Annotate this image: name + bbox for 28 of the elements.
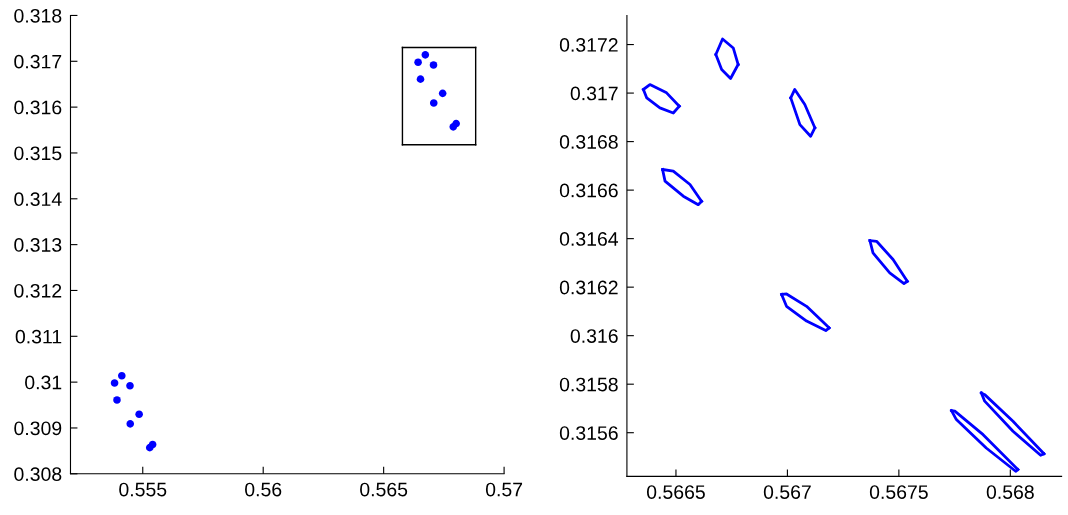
x-tick-label: 0.5675 [869,485,928,499]
y-tick-label: 0.312 [14,283,62,298]
x-tick-label: 0.565 [360,482,408,497]
y-tick-label: 0.311 [15,329,62,344]
y-tick-label: 0.3168 [559,135,618,149]
y-tick-label: 0.314 [14,192,62,207]
y-tick-label: 0.3164 [559,232,619,246]
y-tick-label: 0.31 [25,375,62,390]
y-tick-label: 0.3166 [559,183,618,198]
y-tick-label: 0.3156 [559,426,618,440]
x-tick-label: 0.56 [245,482,282,497]
y-tick-label: 0.318 [14,8,62,23]
x-tick-label: 0.5665 [646,485,705,499]
y-tick-label: 0.308 [14,467,62,482]
x-tick-label: 0.568 [986,485,1034,499]
y-tick-label: 0.316 [14,100,62,115]
x-tick-label: 0.57 [485,482,523,497]
y-tick-label: 0.313 [14,238,62,252]
y-tick-label: 0.317 [570,86,618,101]
x-tick-label: 0.555 [119,482,167,497]
y-tick-label: 0.317 [14,54,62,69]
y-tick-label: 0.3172 [559,38,618,52]
y-tick-label: 0.309 [14,421,62,436]
y-tick-label: 0.315 [14,146,62,161]
y-tick-label: 0.3158 [559,377,618,392]
y-tick-label: 0.316 [570,329,618,343]
y-tick-label: 0.3162 [559,280,618,295]
x-tick-label: 0.567 [763,485,811,499]
